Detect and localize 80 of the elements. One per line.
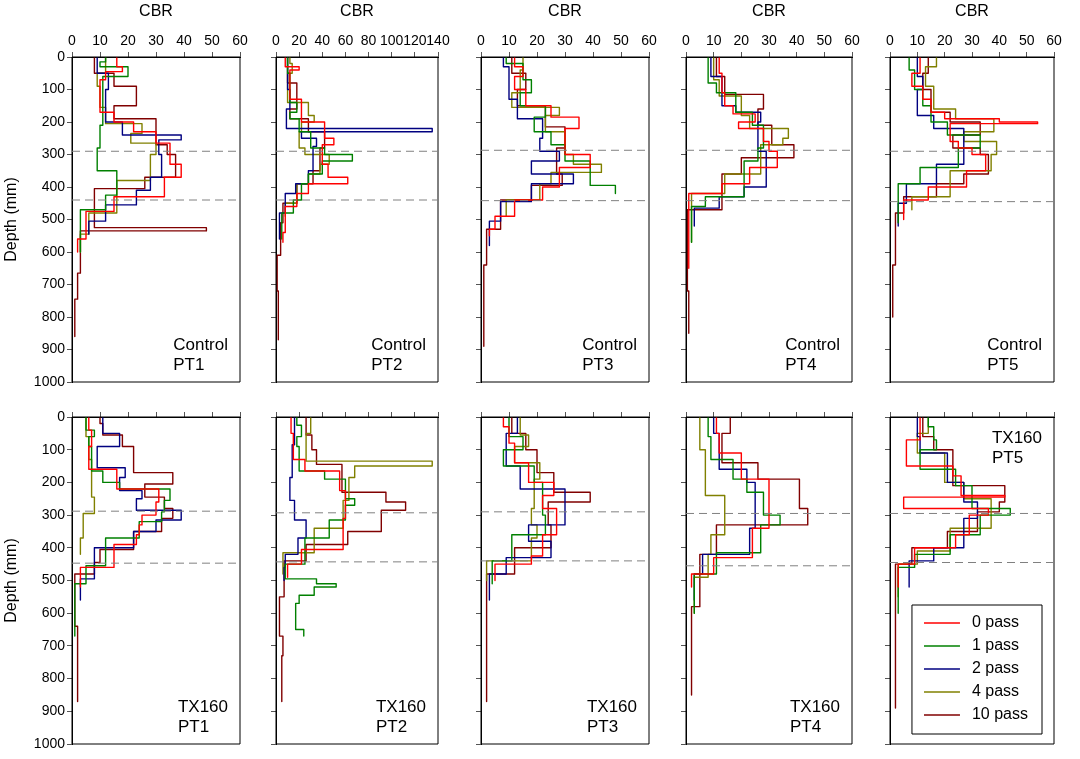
y-tick-label: 400 <box>41 177 66 194</box>
y-axis-title: Depth (mm) <box>2 538 20 623</box>
x-tick-label: 60 <box>232 32 248 49</box>
x-tick-label: 50 <box>1018 32 1035 49</box>
x-tick-label: 50 <box>613 32 629 49</box>
y-tick-label: 500 <box>41 210 66 227</box>
x-tick-label: 60 <box>337 32 354 49</box>
y-tick-label: 600 <box>41 242 66 259</box>
y-tick-label: 100 <box>41 440 66 457</box>
legend-label: 2 pass <box>971 659 1020 677</box>
x-axis-title: CBR <box>752 2 786 20</box>
x-tick-label: 60 <box>844 32 860 49</box>
x-tick-label: 50 <box>816 32 833 49</box>
y-tick-label: 1000 <box>33 734 66 751</box>
x-tick-label: 40 <box>991 32 1008 49</box>
legend-label: 1 pass <box>971 636 1020 654</box>
x-tick-label: 60 <box>1046 32 1062 49</box>
y-tick-label: 900 <box>41 340 66 357</box>
x-tick-label: 30 <box>557 32 573 49</box>
annotation: TX160 PT5 <box>991 428 1043 467</box>
x-tick-label: 20 <box>936 32 953 49</box>
x-axis-title: CBR <box>139 2 173 20</box>
y-tick-label: 700 <box>41 636 66 653</box>
x-tick-label: 60 <box>641 32 657 49</box>
y-tick-label: 1000 <box>33 372 66 389</box>
y-tick-label: 700 <box>41 275 66 292</box>
x-tick-label: 0 <box>477 32 486 49</box>
y-tick-label: 500 <box>41 571 66 588</box>
x-tick-label: 10 <box>909 32 926 49</box>
y-tick-label: 100 <box>41 80 66 97</box>
annotation: TX160 PT2 <box>375 697 427 736</box>
y-tick-label: 300 <box>41 505 66 522</box>
x-tick-label: 40 <box>585 32 601 49</box>
annotation: Control PT4 <box>785 335 841 374</box>
x-tick-label: 20 <box>733 32 750 49</box>
annotation: TX160 PT3 <box>586 697 638 736</box>
x-tick-label: 100 <box>380 32 404 49</box>
x-tick-label: 30 <box>761 32 777 49</box>
x-tick-label: 20 <box>120 32 136 49</box>
y-tick-label: 300 <box>41 145 66 162</box>
x-tick-label: 40 <box>314 32 331 49</box>
legend-label: 0 pass <box>971 613 1020 631</box>
y-tick-label: 600 <box>41 604 66 621</box>
y-tick-label: 200 <box>41 112 66 129</box>
annotation: Control PT2 <box>371 335 427 374</box>
annotation: Control PT1 <box>173 335 229 374</box>
y-tick-label: 200 <box>41 473 66 490</box>
x-axis-title: CBR <box>340 2 374 20</box>
x-tick-label: 10 <box>705 32 722 49</box>
y-tick-label: 800 <box>41 307 66 324</box>
y-tick-label: 900 <box>41 702 66 719</box>
legend-label: 10 pass <box>971 705 1029 723</box>
y-axis-title: Depth (mm) <box>2 177 20 262</box>
annotation: TX160 PT1 <box>177 697 229 736</box>
x-tick-label: 0 <box>886 32 895 49</box>
x-tick-label: 80 <box>360 32 377 49</box>
x-tick-label: 10 <box>92 32 108 49</box>
x-axis-title: CBR <box>955 2 989 20</box>
annotation: TX160 PT4 <box>789 697 841 736</box>
x-tick-label: 20 <box>291 32 308 49</box>
x-tick-label: 30 <box>964 32 980 49</box>
x-tick-label: 30 <box>148 32 164 49</box>
x-tick-label: 40 <box>176 32 192 49</box>
annotation: Control PT5 <box>987 335 1043 374</box>
y-tick-label: 0 <box>57 47 66 64</box>
x-tick-label: 0 <box>68 32 77 49</box>
x-axis-title: CBR <box>548 2 582 20</box>
legend-label: 4 pass <box>971 682 1020 700</box>
x-tick-label: 40 <box>788 32 805 49</box>
y-tick-label: 400 <box>41 538 66 555</box>
x-tick-label: 20 <box>529 32 545 49</box>
x-tick-label: 140 <box>426 32 450 49</box>
annotation: Control PT3 <box>582 335 638 374</box>
y-tick-label: 0 <box>57 407 66 424</box>
y-tick-label: 800 <box>41 669 66 686</box>
x-tick-label: 0 <box>682 32 691 49</box>
x-tick-label: 0 <box>272 32 281 49</box>
x-tick-label: 120 <box>403 32 427 49</box>
x-tick-label: 50 <box>204 32 220 49</box>
x-tick-label: 10 <box>501 32 517 49</box>
